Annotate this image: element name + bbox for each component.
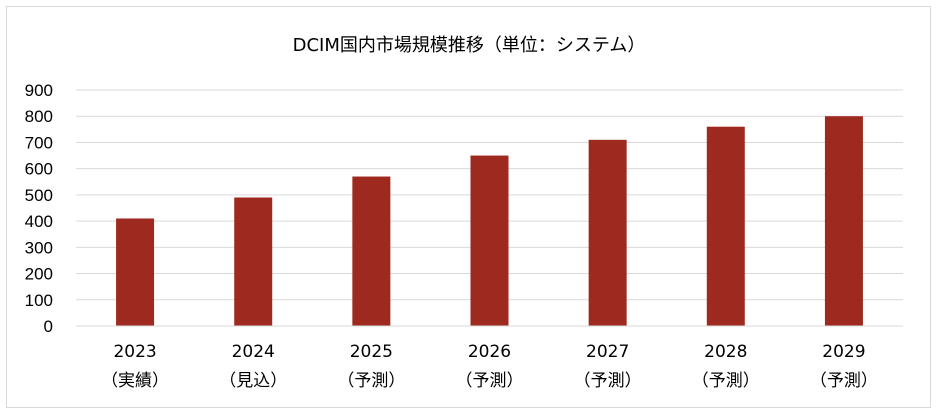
bar-2025 [352,176,391,326]
x-category-note: （予測） [810,371,878,391]
y-tick-label: 600 [25,160,53,179]
chart-title: DCIM国内市場規模推移（単位：システム） [293,35,646,56]
x-category-note: （予測） [574,371,642,391]
y-tick-label: 500 [25,186,53,205]
y-tick-label: 800 [25,107,53,126]
x-category-year: 2025 [350,342,393,362]
x-category-year: 2028 [704,342,747,362]
bar-2024 [234,197,273,326]
y-tick-label: 0 [44,317,53,336]
y-axis-ticks: 0 100 200 300 400 500 600 700 800 900 [25,81,53,336]
bar-2026 [470,155,509,326]
x-category-year: 2029 [822,342,865,362]
y-tick-label: 300 [25,238,53,257]
x-category-note: （予測） [456,371,524,391]
y-tick-label: 200 [25,265,53,284]
x-category-year: 2027 [586,342,629,362]
y-tick-label: 900 [25,81,53,100]
bar-2023 [116,218,155,326]
x-category-note: （見込） [219,371,287,391]
y-tick-label: 100 [25,291,53,310]
x-category-year: 2026 [468,342,511,362]
bar-2028 [706,126,745,326]
x-category-note: （予測） [337,371,405,391]
x-category-note: （予測） [692,371,760,391]
x-category-year: 2023 [113,342,156,362]
bars [116,116,863,326]
x-category-year: 2024 [232,342,275,362]
x-category-note: （実績） [101,371,169,391]
bar-2027 [588,139,627,326]
y-tick-label: 700 [25,133,53,152]
y-tick-label: 400 [25,212,53,231]
chart-frame [6,6,931,408]
bar-2029 [824,116,863,326]
x-axis-categories: 2023 （実績） 2024 （見込） 2025 （予測） 2026 （予測） 2027 （予測）… [101,342,878,391]
